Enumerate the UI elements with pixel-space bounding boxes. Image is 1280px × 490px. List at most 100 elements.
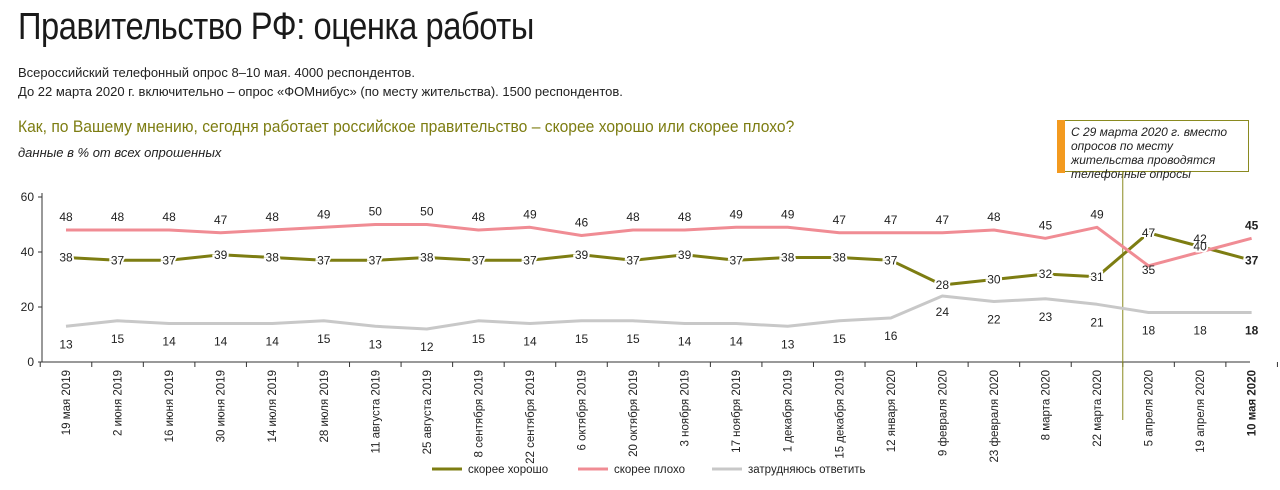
data-label-good: 37 (162, 253, 176, 267)
data-label-unsure: 18 (1245, 324, 1259, 338)
data-label-good: 28 (936, 278, 950, 292)
data-label-unsure: 22 (987, 313, 1001, 327)
method-note-text: С 29 марта 2020 г. вместо опросов по мес… (1071, 125, 1228, 181)
x-tick-label: 15 декабря 2019 (834, 370, 846, 459)
x-tick-label: 23 февраля 2020 (989, 370, 1001, 462)
data-label-good-halo: 38 (59, 251, 73, 265)
data-label-good-halo: 37 (626, 253, 640, 267)
x-tick-label: 30 июня 2019 (216, 370, 228, 442)
data-label-bad: 35 (1142, 263, 1156, 277)
x-tick-label: 19 мая 2019 (61, 370, 73, 435)
data-label-good: 37 (369, 253, 383, 267)
data-label-unsure: 21 (1090, 315, 1104, 329)
legend-label-bad: скорее плохо (614, 464, 685, 476)
data-label-good: 37 (626, 253, 640, 267)
note-accent-bar (1057, 120, 1065, 173)
data-label-bad: 49 (781, 207, 795, 221)
x-tick-label: 20 октября 2019 (628, 370, 640, 457)
data-label-good-halo: 38 (266, 251, 280, 265)
data-label-good-halo: 28 (936, 278, 950, 292)
data-label-good: 38 (266, 251, 280, 265)
data-label-unsure: 15 (111, 332, 125, 346)
data-label-good: 30 (987, 273, 1001, 287)
data-label-unsure: 15 (626, 332, 640, 346)
x-tick-label: 28 июля 2019 (319, 370, 331, 443)
data-label-unsure: 14 (214, 335, 228, 349)
data-label-unsure: 13 (369, 337, 383, 351)
data-label-good: 38 (833, 251, 847, 265)
data-label-good-halo: 38 (420, 251, 434, 265)
data-label-bad: 48 (678, 210, 692, 224)
data-label-bad: 48 (987, 210, 1001, 224)
x-tick-label: 11 августа 2019 (370, 370, 382, 454)
data-label-good-halo: 37 (369, 253, 383, 267)
data-label-good: 37 (884, 253, 898, 267)
data-label-bad: 50 (420, 205, 434, 219)
data-label-unsure: 18 (1142, 324, 1156, 338)
x-tick-label: 22 сентября 2019 (525, 370, 537, 464)
data-label-good-halo: 37 (162, 253, 176, 267)
data-label-bad: 48 (111, 210, 125, 224)
data-label-good: 37 (111, 253, 125, 267)
data-label-good-halo: 39 (214, 248, 228, 262)
x-tick-label: 8 марта 2020 (1040, 370, 1052, 440)
data-label-bad: 47 (214, 213, 228, 227)
data-label-good-halo: 39 (575, 248, 589, 262)
x-tick-label: 9 февраля 2020 (937, 370, 949, 456)
data-label-good: 39 (575, 248, 589, 262)
data-label-unsure: 15 (575, 332, 589, 346)
data-label-good: 37 (317, 253, 331, 267)
data-label-good-halo: 38 (833, 251, 847, 265)
series-line-unsure (65, 294, 1252, 331)
data-label-good: 37 (1245, 253, 1259, 267)
x-tick-label: 14 июля 2019 (267, 370, 279, 443)
data-label-good-halo: 37 (111, 253, 125, 267)
x-tick-label: 5 апреля 2020 (1144, 370, 1156, 446)
data-label-bad: 42 (1193, 232, 1207, 246)
subtitle-survey: Всероссийский телефонный опрос 8–10 мая.… (18, 65, 415, 80)
data-label-good: 37 (523, 253, 537, 267)
page-title: Правительство РФ: оценка работы (18, 6, 534, 48)
data-label-bad: 48 (59, 210, 73, 224)
data-label-bad: 49 (523, 207, 537, 221)
data-label-good: 37 (472, 253, 486, 267)
data-label-good-halo: 37 (472, 253, 486, 267)
data-label-bad: 47 (936, 213, 950, 227)
data-label-good-halo: 37 (729, 253, 743, 267)
data-label-bad: 48 (266, 210, 280, 224)
data-label-unsure: 15 (833, 332, 847, 346)
data-label-good-halo: 37 (317, 253, 331, 267)
data-label-bad: 49 (317, 207, 331, 221)
y-tick-label: 40 (21, 245, 35, 259)
data-label-good: 47 (1142, 226, 1156, 240)
data-label-unsure: 24 (936, 305, 950, 319)
data-label-good-halo: 37 (523, 253, 537, 267)
subtitle-method: До 22 марта 2020 г. включительно – опрос… (18, 84, 623, 99)
legend-label-good: скорее хорошо (468, 464, 548, 476)
data-label-good-halo: 39 (678, 248, 692, 262)
data-label-good-halo: 47 (1142, 226, 1156, 240)
data-label-good: 38 (420, 251, 434, 265)
data-label-good: 32 (1039, 267, 1053, 281)
x-tick-label: 1 декабря 2019 (783, 370, 795, 452)
x-tick-label: 6 октября 2019 (577, 370, 589, 451)
data-label-bad: 46 (575, 216, 589, 230)
data-label-good-halo: 37 (884, 253, 898, 267)
x-tick-label: 2 июня 2019 (113, 370, 125, 436)
series-line-good (65, 231, 1252, 287)
data-label-good: 40 (1193, 240, 1207, 254)
data-label-bad: 47 (833, 213, 847, 227)
data-label-unsure: 14 (523, 335, 537, 349)
data-label-bad: 48 (472, 210, 486, 224)
data-label-unsure: 23 (1039, 310, 1053, 324)
method-note-box: С 29 марта 2020 г. вместо опросов по мес… (1057, 120, 1249, 181)
data-label-good: 31 (1090, 270, 1104, 284)
data-label-good-halo: 38 (781, 251, 795, 265)
legend-label-unsure: затрудняюсь ответить (748, 464, 866, 476)
data-label-bad: 45 (1245, 218, 1259, 232)
x-tick-label: 25 августа 2019 (422, 370, 434, 454)
data-label-good: 39 (214, 248, 228, 262)
data-label-unsure: 15 (317, 332, 331, 346)
data-label-good-halo: 31 (1090, 270, 1104, 284)
